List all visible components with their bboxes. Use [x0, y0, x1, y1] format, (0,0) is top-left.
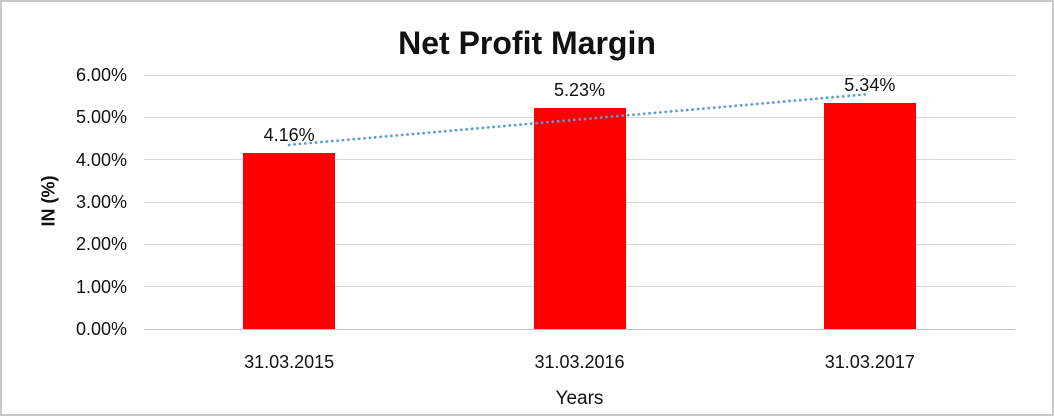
y-axis-tick-label: 2.00% — [75, 234, 127, 255]
y-axis-tick-label: 6.00% — [75, 65, 127, 85]
bar — [243, 152, 336, 329]
y-axis-tick-label: 5.00% — [75, 107, 127, 128]
x-axis-tick-label: 31.03.2017 — [824, 352, 915, 372]
x-axis-line — [144, 328, 1015, 330]
chart-title: Net Profit Margin — [398, 25, 656, 61]
x-axis-tick-label: 31.03.2015 — [244, 352, 335, 372]
bar-data-label: 5.34% — [844, 74, 896, 95]
y-axis-tick-label: 1.00% — [75, 276, 127, 297]
x-axis-title: Years — [555, 388, 604, 409]
bar — [533, 107, 626, 329]
gridline — [144, 74, 1015, 76]
y-axis-tick-label: 3.00% — [75, 192, 127, 212]
y-axis-tick-label: 4.00% — [75, 149, 127, 170]
y-axis-tick-label: 0.00% — [75, 319, 127, 339]
bar-data-label: 5.23% — [553, 79, 606, 100]
bar — [823, 102, 916, 329]
bar-data-label: 4.16% — [263, 124, 315, 145]
x-axis-tick-label: 31.03.2016 — [534, 352, 625, 372]
